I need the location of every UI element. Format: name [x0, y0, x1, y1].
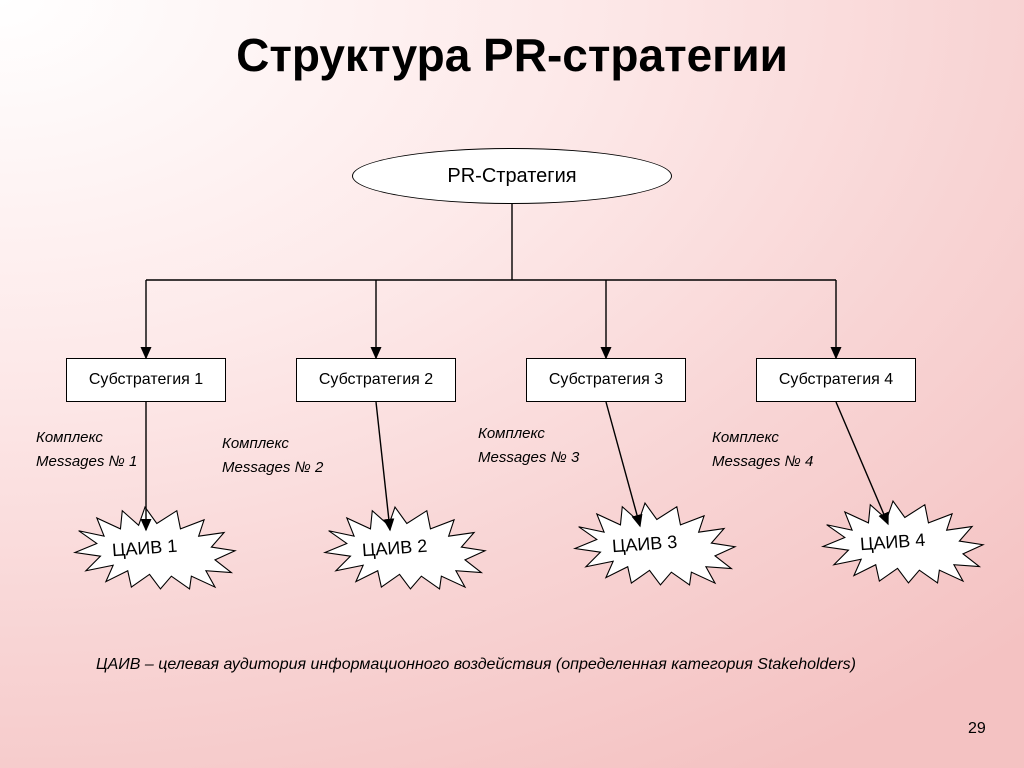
complex-label-4: Комплекс Messages № 4	[712, 426, 813, 474]
complex-label-line1: Комплекс	[712, 429, 779, 446]
starburst-4: ЦАИВ 4	[788, 492, 998, 592]
complex-label-line2: Messages № 3	[478, 449, 579, 466]
complex-label-line1: Комплекс	[36, 429, 103, 446]
complex-label-line1: Комплекс	[222, 435, 289, 452]
substrategy-box-2: Субстратегия 2	[296, 358, 456, 402]
substrategy-box-3: Субстратегия 3	[526, 358, 686, 402]
starburst-label: ЦАИВ 3	[612, 531, 679, 557]
footnote-text: ЦАИВ – целевая аудитория информационного…	[96, 656, 916, 674]
footnote-content: ЦАИВ – целевая аудитория информационного…	[96, 656, 856, 673]
starburst-2: ЦАИВ 2	[290, 498, 500, 598]
complex-label-line2: Messages № 1	[36, 453, 137, 470]
complex-label-2: Комплекс Messages № 2	[222, 432, 323, 480]
starburst-label: ЦАИВ 4	[860, 529, 927, 555]
starburst-3: ЦАИВ 3	[540, 494, 750, 594]
substrategy-box-4: Субстратегия 4	[756, 358, 916, 402]
complex-label-1: Комплекс Messages № 1	[36, 426, 137, 474]
root-ellipse: PR-Стратегия	[352, 148, 672, 204]
root-label: PR-Стратегия	[447, 165, 576, 188]
complex-label-line2: Messages № 4	[712, 453, 813, 470]
complex-label-line1: Комплекс	[478, 425, 545, 442]
starburst-1: ЦАИВ 1	[40, 498, 250, 598]
complex-label-line2: Messages № 2	[222, 459, 323, 476]
substrategy-label: Субстратегия 3	[549, 371, 663, 389]
substrategy-label: Субстратегия 1	[89, 371, 203, 389]
starburst-label: ЦАИВ 2	[362, 535, 429, 561]
substrategy-box-1: Субстратегия 1	[66, 358, 226, 402]
complex-label-3: Комплекс Messages № 3	[478, 422, 579, 470]
substrategy-label: Субстратегия 2	[319, 371, 433, 389]
substrategy-label: Субстратегия 4	[779, 371, 893, 389]
starburst-label: ЦАИВ 1	[112, 535, 179, 561]
page-number: 29	[968, 720, 986, 738]
slide-title: Структура PR-стратегии	[0, 28, 1024, 82]
